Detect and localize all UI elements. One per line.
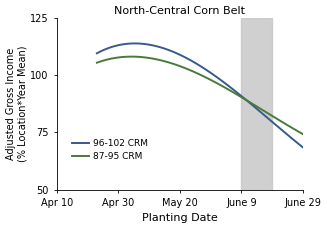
Y-axis label: Adjusted Gross Income
(% Location*Year Mean): Adjusted Gross Income (% Location*Year M… (6, 45, 27, 162)
Title: North-Central Corn Belt: North-Central Corn Belt (114, 5, 246, 16)
Bar (241, 18, 272, 190)
X-axis label: Planting Date: Planting Date (142, 213, 218, 224)
Legend: 96-102 CRM, 87-95 CRM: 96-102 CRM, 87-95 CRM (69, 136, 152, 164)
